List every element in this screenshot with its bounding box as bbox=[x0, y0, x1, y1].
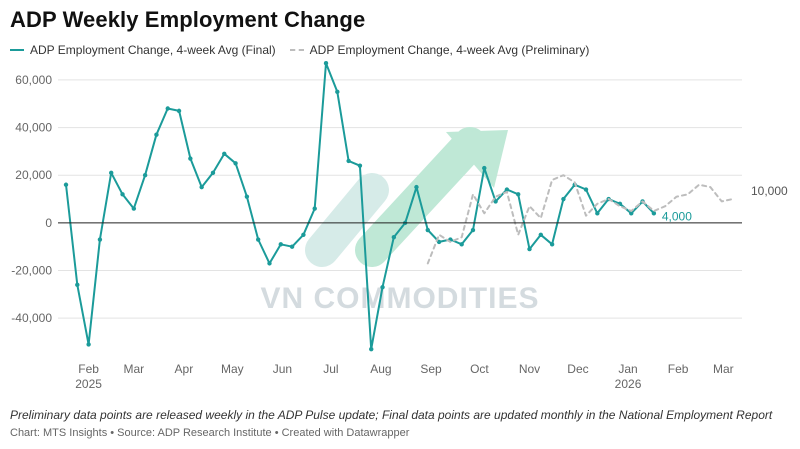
x-tick-label: Mar bbox=[123, 362, 144, 376]
line-chart: VN COMMODITIES 4,000 10,000 60,000 40,000 2… bbox=[11, 61, 788, 391]
legend-swatch-final bbox=[10, 49, 24, 51]
data-point-final bbox=[651, 211, 657, 216]
end-label-preliminary: 10,000 bbox=[751, 184, 788, 198]
data-point-final bbox=[255, 237, 261, 242]
data-point-final bbox=[278, 242, 283, 247]
data-point-final bbox=[244, 194, 250, 199]
data-point-final bbox=[97, 237, 103, 242]
data-point-final bbox=[199, 184, 204, 190]
data-point-final bbox=[233, 161, 238, 166]
data-point-final bbox=[629, 211, 634, 216]
x-tick-label: Feb bbox=[668, 362, 689, 376]
y-tick-label: 60,000 bbox=[15, 73, 52, 87]
y-tick-label: 0 bbox=[45, 216, 52, 230]
data-point-final bbox=[436, 239, 442, 245]
data-point-final bbox=[165, 106, 170, 111]
data-point-final bbox=[425, 227, 430, 233]
data-point-final bbox=[595, 211, 600, 216]
series-layer: 4,000 10,000 bbox=[63, 61, 788, 352]
data-point-final bbox=[222, 151, 227, 156]
data-point-final bbox=[176, 108, 182, 114]
x-tick-label: Feb bbox=[78, 362, 99, 376]
data-point-final bbox=[380, 285, 385, 290]
data-point-final bbox=[482, 165, 487, 171]
data-point-final bbox=[335, 89, 340, 95]
x-tick-year-label: 2025 bbox=[75, 377, 102, 391]
data-point-final bbox=[414, 184, 419, 190]
series-line-preliminary bbox=[426, 174, 734, 265]
y-tick-label: 20,000 bbox=[15, 168, 52, 182]
legend-item-final: ADP Employment Change, 4-week Avg (Final… bbox=[10, 43, 276, 57]
data-point-final bbox=[561, 196, 566, 202]
x-tick-label: Dec bbox=[567, 362, 588, 376]
data-point-final bbox=[75, 282, 80, 288]
x-tick-label: Jul bbox=[323, 362, 338, 376]
data-point-final bbox=[527, 246, 532, 252]
x-tick-label: Sep bbox=[420, 362, 442, 376]
data-point-final bbox=[323, 61, 329, 66]
x-tick-label: Apr bbox=[175, 362, 194, 376]
legend-item-prelim: ADP Employment Change, 4-week Avg (Preli… bbox=[289, 43, 590, 57]
y-tick-label: -40,000 bbox=[11, 311, 52, 325]
data-point-final bbox=[131, 206, 137, 211]
x-tick-label: May bbox=[221, 362, 244, 376]
watermark-stroke-green bbox=[355, 127, 487, 267]
x-tick-label: Aug bbox=[370, 362, 391, 376]
data-point-final bbox=[120, 192, 125, 197]
data-point-final bbox=[538, 232, 544, 237]
x-tick-label: Jan bbox=[618, 362, 637, 376]
legend-label-prelim: ADP Employment Change, 4-week Avg (Preli… bbox=[309, 43, 590, 57]
data-point-final bbox=[493, 199, 498, 204]
watermark-text: VN COMMODITIES bbox=[260, 282, 539, 315]
x-tick-label: Nov bbox=[519, 362, 540, 376]
legend-label-final: ADP Employment Change, 4-week Avg (Final… bbox=[30, 43, 276, 57]
data-point-final bbox=[549, 242, 555, 247]
data-point-final bbox=[267, 261, 272, 266]
data-point-final bbox=[142, 173, 148, 178]
data-point-final bbox=[516, 192, 521, 197]
data-point-final bbox=[470, 227, 476, 233]
legend: ADP Employment Change, 4-week Avg (Final… bbox=[10, 42, 603, 58]
data-point-final bbox=[357, 163, 363, 168]
watermark: VN COMMODITIES bbox=[260, 127, 539, 315]
data-point-final bbox=[369, 346, 374, 352]
credit-line: Chart: MTS Insights • Source: ADP Resear… bbox=[10, 427, 410, 439]
x-tick-year-label: 2026 bbox=[615, 377, 642, 391]
data-point-final bbox=[86, 342, 91, 347]
axis-layer: 60,00040,00020,0000-20,000-40,000Feb2025… bbox=[11, 73, 742, 391]
x-tick-label: Oct bbox=[470, 362, 489, 376]
y-tick-label: 40,000 bbox=[15, 121, 52, 135]
data-point-final bbox=[188, 156, 193, 161]
x-tick-label: Jun bbox=[273, 362, 292, 376]
x-tick-label: Mar bbox=[713, 362, 734, 376]
data-point-final bbox=[312, 206, 317, 211]
data-point-final bbox=[154, 132, 159, 137]
chart-title: ADP Weekly Employment Change bbox=[10, 7, 366, 32]
data-point-final bbox=[289, 244, 295, 249]
watermark-arrowhead bbox=[446, 130, 508, 188]
data-point-final bbox=[459, 242, 464, 247]
data-point-final bbox=[109, 170, 114, 176]
end-label-final: 4,000 bbox=[662, 209, 692, 223]
data-point-final bbox=[210, 170, 216, 176]
watermark-stroke-teal bbox=[305, 173, 389, 267]
data-point-final bbox=[63, 182, 69, 187]
grid-layer bbox=[58, 79, 742, 319]
legend-swatch-prelim bbox=[289, 49, 304, 51]
data-point-final bbox=[504, 187, 510, 192]
y-tick-label: -20,000 bbox=[11, 264, 52, 278]
data-point-final bbox=[391, 234, 397, 240]
data-point-final bbox=[583, 187, 589, 192]
data-point-final bbox=[346, 158, 351, 164]
data-point-final bbox=[301, 232, 306, 237]
footnote: Preliminary data points are released wee… bbox=[10, 408, 773, 422]
